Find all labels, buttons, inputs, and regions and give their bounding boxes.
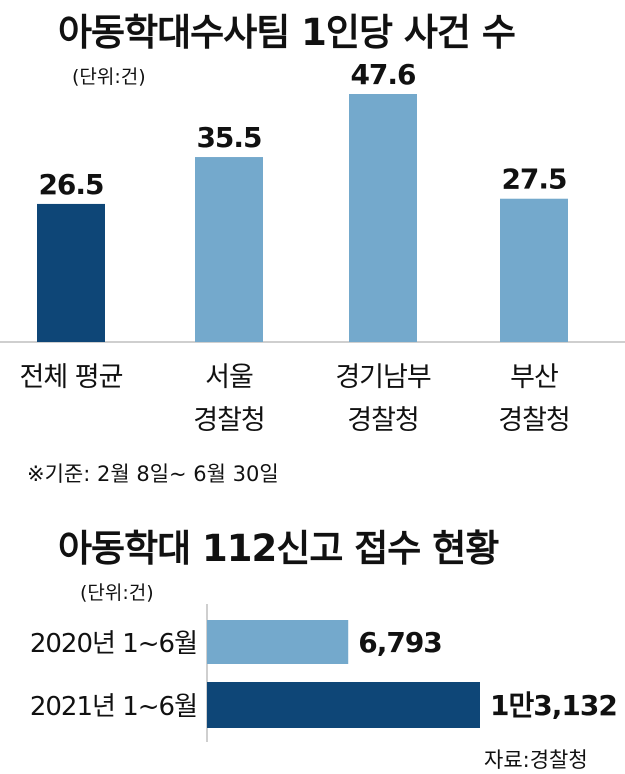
- chart1-bar: [349, 94, 417, 342]
- chart2-title: 아동학대 112신고 접수 현황: [58, 527, 499, 570]
- chart1-category-label: 경찰청: [347, 405, 419, 436]
- chart1-category-label: 부산: [510, 362, 558, 393]
- chart2-category-label: 2021년 1~6월: [30, 692, 197, 722]
- chart1-value-label: 35.5: [196, 121, 261, 154]
- chart1-value-label: 26.5: [38, 168, 103, 201]
- chart1-bar: [37, 203, 105, 342]
- chart1-category-label: 경찰청: [193, 405, 265, 436]
- chart1-category-label: 경기남부: [335, 362, 431, 393]
- chart1-category-label: 경찰청: [498, 405, 570, 436]
- chart1-bar: [500, 198, 568, 342]
- chart2-value-label: 1만3,132: [490, 689, 617, 722]
- chart1-bar: [195, 157, 263, 342]
- chart1-category-label: 서울: [205, 362, 253, 393]
- chart2-value-label: 6,793: [358, 626, 442, 659]
- chart1-category-label: 전체 평균: [20, 362, 123, 393]
- source-note: 자료:경찰청: [484, 748, 588, 772]
- chart1-title: 아동학대수사팀 1인당 사건 수: [58, 11, 516, 54]
- chart1-value-label: 27.5: [501, 163, 566, 196]
- chart2-unit: (단위:건): [80, 582, 154, 604]
- chart2-category-label: 2020년 1~6월: [30, 629, 197, 659]
- chart1-note: ※기준: 2월 8일~ 6월 30일: [27, 462, 279, 486]
- chart1-unit: (단위:건): [72, 66, 146, 88]
- chart2-bar: [207, 620, 349, 664]
- chart1-value-label: 47.6: [350, 58, 415, 91]
- chart2-bar: [207, 682, 480, 728]
